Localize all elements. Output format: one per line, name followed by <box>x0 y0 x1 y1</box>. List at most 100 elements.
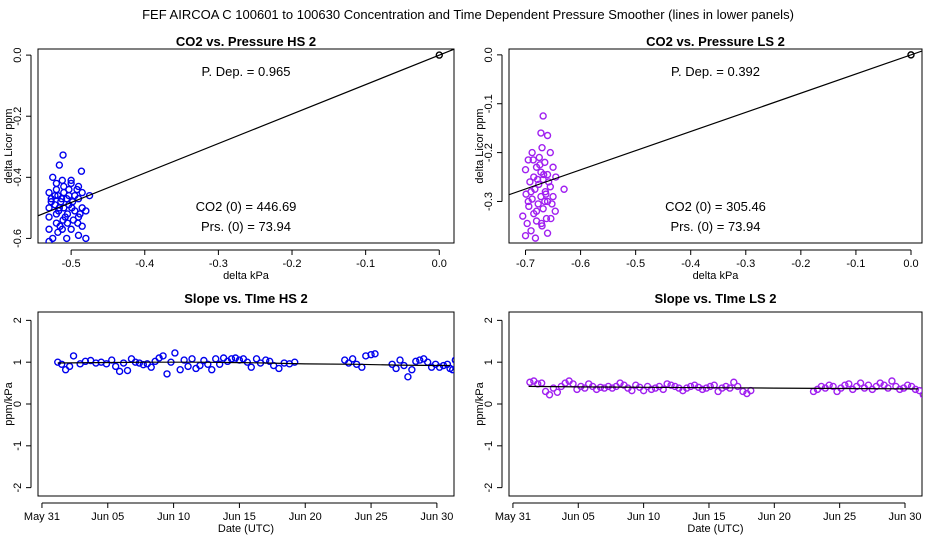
hs-slope-point <box>451 356 454 364</box>
ls-scatter-point <box>528 148 536 157</box>
ls-slope-point <box>616 379 624 387</box>
ls-slope-point <box>561 379 569 387</box>
hs-slope-point <box>348 355 357 363</box>
ls-slope-point <box>833 387 841 396</box>
hs-scatter-x-tick-label: -0.1 <box>356 258 375 270</box>
hs-slope-point <box>135 359 144 367</box>
hs-slope-point <box>420 355 428 363</box>
ls-slope-x-tick-label: May 31 <box>495 511 531 523</box>
hs-slope-point <box>239 355 248 363</box>
hs-slope-point <box>155 354 163 362</box>
ls-slope-panel: Slope vs. TIme LS 2 May 31 Jun 05 Jun 10 Jun… <box>474 291 923 535</box>
hs-scatter-fit-line <box>38 49 454 217</box>
hs-slope-plot-frame <box>37 311 455 497</box>
hs-slope-point <box>388 360 396 368</box>
hs-scatter-point <box>67 176 75 185</box>
ls-slope-point <box>651 384 660 392</box>
ls-scatter-point <box>543 170 552 179</box>
hs-slope-y-tick-label: -2 <box>12 483 24 493</box>
ls-slope-point <box>714 387 722 396</box>
hs-slope-point <box>61 366 70 374</box>
ls-scatter-y-tick-label: 0.0 <box>483 47 495 62</box>
hs-slope-point <box>215 360 224 368</box>
ls-slope-plot-frame <box>508 311 923 497</box>
hs-slope-x-tick-label: Jun 10 <box>157 511 190 523</box>
ls-scatter-point <box>549 163 557 171</box>
hs-scatter-prs-annotation: Prs. (0) = 73.94 <box>201 219 291 234</box>
hs-scatter-point <box>58 176 66 185</box>
hs-slope-point <box>275 364 283 373</box>
ls-scatter-x-axis-label: delta kPa <box>693 270 740 282</box>
ls-slope-point <box>608 384 616 392</box>
hs-slope-point <box>412 357 420 366</box>
hs-slope-y-tick-label: 2 <box>12 317 24 323</box>
ls-scatter-x-tick-label: -0.1 <box>846 258 865 270</box>
ls-scatter-point <box>543 229 552 237</box>
hs-slope-point <box>204 360 212 368</box>
hs-scatter-point <box>78 188 86 197</box>
hs-scatter-point <box>45 213 53 221</box>
hs-scatter-point <box>59 151 67 159</box>
hs-scatter-point <box>68 204 76 212</box>
hs-slope-point <box>54 358 62 366</box>
hs-scatter-y-tick-label: -0.2 <box>12 107 24 126</box>
hs-scatter-point <box>58 225 66 233</box>
hs-slope-point <box>219 354 228 362</box>
hs-scatter-point <box>85 191 94 200</box>
hs-slope-point <box>163 370 171 378</box>
hs-slope-point <box>171 349 179 357</box>
ls-scatter-plot-frame <box>508 48 923 244</box>
hs-slope-point <box>262 356 270 364</box>
hs-slope-point <box>208 366 216 374</box>
hs-scatter-y-tick-label: -0.4 <box>12 168 24 187</box>
hs-slope-y-axis-label: ppm/kPa <box>3 381 15 425</box>
hs-slope-panel: Slope vs. TIme HS 2 May 31 Jun 05 Jun 10 Jun… <box>3 291 455 535</box>
ls-slope-point <box>647 385 656 394</box>
hs-slope-x-tick-label: May 31 <box>24 511 60 523</box>
ls-slope-point <box>545 391 554 399</box>
hs-slope-point <box>371 350 379 358</box>
ls-slope-point <box>671 382 679 391</box>
ls-slope-point <box>919 391 922 399</box>
hs-slope-point <box>435 363 444 371</box>
hs-scatter-x-axis-label: delta kPa <box>223 270 270 282</box>
ls-slope-point <box>581 384 589 392</box>
ls-scatter-point <box>542 190 550 198</box>
hs-slope-point <box>231 354 240 362</box>
ls-slope-y-tick-label: 0 <box>483 401 495 407</box>
ls-scatter-prs-annotation: Prs. (0) = 73.94 <box>671 219 761 234</box>
ls-slope-y-tick-label: -2 <box>483 483 495 493</box>
ls-scatter-x-tick-label: -0.5 <box>626 258 645 270</box>
hs-slope-point <box>291 358 299 366</box>
ls-scatter-point <box>907 51 915 59</box>
hs-scatter-point <box>55 161 64 169</box>
ls-slope-x-tick-label: Jun 20 <box>758 511 791 523</box>
ls-scatter-x-tick-label: -0.3 <box>736 258 755 270</box>
hs-slope-point <box>159 352 167 360</box>
ls-scatter-y-tick-label: -0.3 <box>483 192 495 211</box>
ls-scatter-point <box>524 197 532 206</box>
ls-scatter-point <box>524 156 532 164</box>
hs-slope-point <box>111 362 120 371</box>
hs-scatter-point <box>67 225 75 233</box>
hs-slope-point <box>151 357 159 366</box>
hs-slope-x-tick-label: Jun 25 <box>355 511 388 523</box>
hs-slope-y-tick-label: -1 <box>12 441 24 451</box>
ls-slope-point <box>604 382 613 391</box>
hs-slope-smooth-line <box>57 361 451 367</box>
hs-slope-point <box>115 367 124 376</box>
ls-scatter-point <box>521 166 530 174</box>
hs-scatter-y-tick-label: 0.0 <box>12 47 24 62</box>
ls-slope-point <box>706 382 714 391</box>
ls-slope-point <box>592 385 601 394</box>
ls-scatter-point <box>537 129 545 137</box>
ls-slope-x-tick-label: Jun 30 <box>888 511 921 523</box>
ls-scatter-point <box>535 153 543 162</box>
ls-slope-x-tick-label: Jun 10 <box>627 511 660 523</box>
hs-slope-x-tick-label: Jun 15 <box>223 511 256 523</box>
hs-scatter-y-tick-label: -0.6 <box>12 229 24 248</box>
hs-slope-point <box>265 357 274 366</box>
ls-scatter-point <box>519 212 527 220</box>
ls-slope-point <box>903 381 912 389</box>
hs-slope-point <box>119 359 128 367</box>
